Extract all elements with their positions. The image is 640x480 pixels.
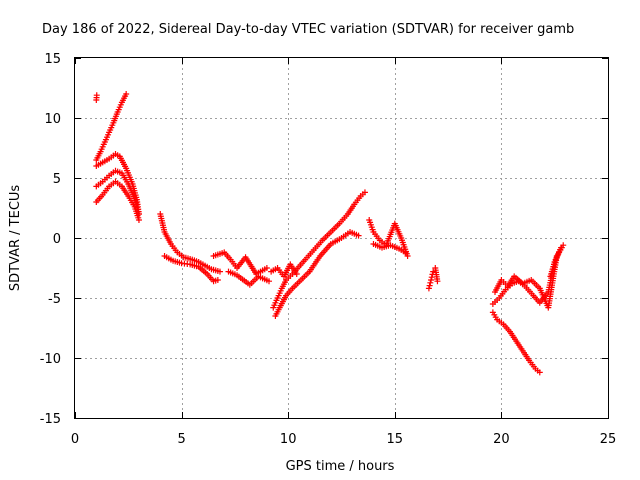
- y-tick-label: 15: [44, 52, 61, 67]
- data-point: [355, 232, 362, 239]
- data-point: [263, 265, 270, 271]
- data-point: [402, 249, 409, 256]
- data-point: [266, 278, 273, 285]
- data-point: [214, 277, 221, 283]
- y-tick-label: -15: [40, 412, 61, 427]
- y-tick-label: 5: [53, 172, 61, 187]
- x-tick-label: 20: [493, 432, 510, 447]
- x-tick-label: 25: [600, 432, 617, 447]
- x-tick-label: 10: [280, 432, 297, 447]
- x-tick-label: 15: [387, 432, 404, 447]
- x-tick-label: 0: [71, 432, 79, 447]
- data-point: [560, 242, 567, 249]
- data-point: [216, 268, 223, 275]
- x-tick-label: 5: [177, 432, 185, 447]
- data-point: [404, 253, 411, 259]
- data-point: [361, 189, 368, 196]
- y-tick-label: 10: [44, 112, 61, 127]
- axis-ticks: 0 5 10 15 20 25 -15 -10 -5 0 5 10 15: [40, 52, 617, 447]
- y-tick-label: -5: [48, 292, 61, 307]
- data-point: [93, 92, 100, 99]
- plot-frame: [74, 57, 609, 419]
- x-axis-label: GPS time / hours: [286, 459, 395, 474]
- y-axis-label: SDTVAR / TECUs: [8, 185, 23, 292]
- chart-title: Day 186 of 2022, Sidereal Day-to-day VTE…: [42, 22, 574, 37]
- data-point: [428, 277, 435, 283]
- y-tick-label: 0: [53, 232, 61, 247]
- data-point: [426, 282, 433, 289]
- data-point: [425, 285, 432, 292]
- y-tick-label: -10: [40, 352, 61, 367]
- data-point: [427, 279, 434, 286]
- data-point: [434, 278, 441, 285]
- data-point: [293, 271, 300, 277]
- data-point: [135, 217, 142, 223]
- data-point: [536, 369, 543, 376]
- data-point: [123, 91, 130, 97]
- data-points: [93, 91, 567, 376]
